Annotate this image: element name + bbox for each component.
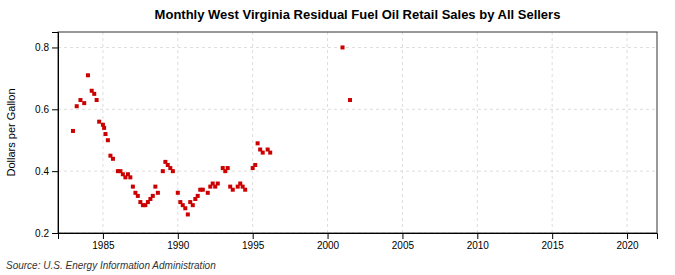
grid-line-x	[552, 32, 553, 233]
tick-label: 1990	[167, 240, 190, 251]
grid-line-x	[327, 32, 328, 233]
tick: 2010	[467, 233, 490, 251]
tick-mark	[52, 171, 58, 172]
tick-label: 2010	[467, 240, 490, 251]
tick: 2020	[616, 233, 639, 251]
tick-label: 0.4	[35, 166, 49, 177]
tick-mark	[627, 233, 628, 239]
point	[231, 188, 235, 192]
point	[151, 194, 155, 198]
point	[95, 98, 99, 102]
point	[86, 73, 90, 77]
tick-mark	[253, 233, 254, 239]
point	[253, 163, 257, 167]
point	[226, 166, 230, 170]
point	[103, 132, 107, 136]
point	[171, 169, 175, 173]
chart: 198519901995200020052010201520200.20.40.…	[0, 0, 675, 275]
tick: 2000	[317, 233, 340, 251]
plot-frame	[58, 32, 657, 233]
tick: 1990	[167, 233, 190, 251]
point	[92, 92, 96, 96]
axis-domain	[52, 33, 59, 234]
point	[216, 182, 220, 186]
point	[206, 191, 210, 195]
point	[156, 191, 160, 195]
tick-label: 0.2	[35, 228, 49, 239]
point	[183, 206, 187, 210]
points	[71, 45, 352, 216]
point	[75, 104, 79, 108]
tick: 2015	[542, 233, 565, 251]
grid-line-y	[58, 171, 657, 172]
point	[111, 157, 115, 161]
grid-line-x	[477, 32, 478, 233]
grid-line-x	[102, 32, 103, 233]
point	[153, 185, 157, 189]
grid-line-y	[58, 109, 657, 110]
tick-mark	[52, 47, 58, 48]
point	[243, 188, 247, 192]
point	[261, 151, 265, 155]
grid-line-x	[627, 32, 628, 233]
grid-line-x	[402, 32, 403, 233]
point	[196, 194, 200, 198]
point	[341, 45, 345, 49]
tick: 0.2	[35, 228, 58, 239]
tick-label: 2000	[317, 240, 340, 251]
point	[136, 194, 140, 198]
tick-mark	[477, 233, 478, 239]
point	[268, 151, 272, 155]
tick-mark	[103, 233, 104, 239]
source-note: Source: U.S. Energy Information Administ…	[6, 260, 216, 271]
grid-line-x	[177, 32, 178, 233]
title: Monthly West Virginia Residual Fuel Oil …	[155, 7, 561, 22]
tick-mark	[552, 233, 553, 239]
grid	[58, 32, 657, 233]
point	[201, 188, 205, 192]
point	[106, 138, 110, 142]
tick: 1985	[92, 233, 115, 251]
point	[348, 98, 352, 102]
y-axis-label: Dollars per Gallon	[5, 88, 17, 176]
point	[176, 191, 180, 195]
tick-mark	[178, 233, 179, 239]
tick-label: 0.6	[35, 104, 49, 115]
point	[131, 185, 135, 189]
tick-mark	[52, 109, 58, 110]
point	[256, 141, 260, 145]
point	[161, 169, 165, 173]
tick: 2005	[392, 233, 415, 251]
tick-label: 0.8	[35, 42, 49, 53]
axis-domain	[59, 234, 658, 240]
grid-line-y	[58, 47, 657, 48]
tick: 0.8	[35, 42, 58, 53]
tick: 0.6	[35, 104, 58, 115]
x-axis: 1985 1990 1995 2000 2005 2010 2015 2020	[59, 233, 658, 251]
tick-label: 2020	[616, 240, 639, 251]
tick: 0.4	[35, 166, 58, 177]
tick-label: 2015	[542, 240, 565, 251]
plot-area: 198519901995200020052010201520200.20.40.…	[35, 32, 657, 251]
tick-label: 1995	[242, 240, 265, 251]
tick-label: 2005	[392, 240, 415, 251]
point	[78, 98, 82, 102]
grid-line-x	[252, 32, 253, 233]
point	[102, 126, 106, 130]
point	[97, 120, 101, 124]
point	[128, 175, 132, 179]
point	[71, 129, 75, 133]
point	[186, 212, 190, 216]
point	[82, 101, 86, 105]
point	[191, 203, 195, 207]
tick-mark	[52, 233, 58, 234]
tick-label: 1985	[92, 240, 115, 251]
tick-mark	[328, 233, 329, 239]
y-axis: 0.2 0.4 0.6 0.8	[35, 33, 58, 239]
tick-mark	[402, 233, 403, 239]
tick: 1995	[242, 233, 265, 251]
